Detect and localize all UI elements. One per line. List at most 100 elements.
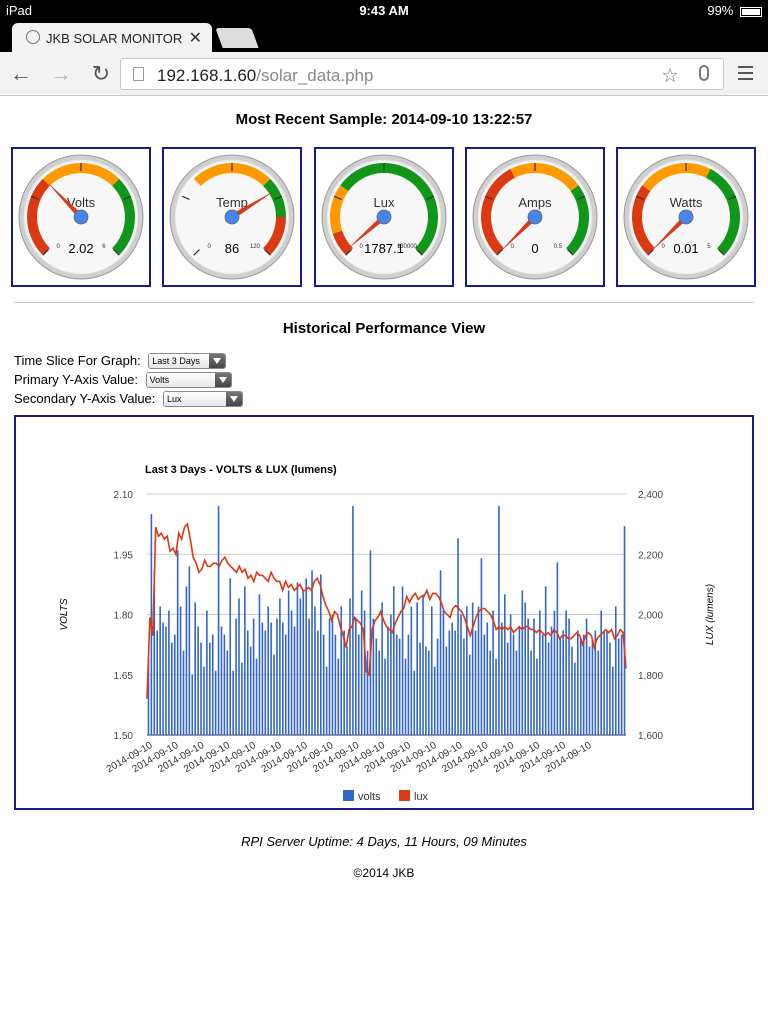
gauge-tick: [113, 249, 120, 256]
chart-bar-volts: [384, 658, 386, 735]
chart-bar-volts: [159, 606, 161, 735]
primary-axis-label: Primary Y-Axis Value:: [14, 372, 139, 388]
chart-line-lux: [146, 522, 627, 699]
time-slice-value: Last 3 Days: [152, 355, 200, 366]
primary-axis-select[interactable]: Volts: [145, 371, 232, 388]
gauge-band: [340, 162, 438, 256]
chart-bar-volts: [445, 646, 448, 735]
chart-bar-volts: [498, 506, 500, 735]
chart-bar-volts: [220, 626, 223, 735]
chart-bar-volts: [197, 626, 199, 735]
gauge-tick: [416, 249, 423, 256]
chart-bar-volts: [258, 594, 261, 735]
chart-bar-volts: [553, 610, 556, 735]
chart-bar-volts: [185, 586, 188, 735]
chart-bar-volts: [530, 650, 532, 735]
chart-bar-volts: [200, 642, 202, 735]
chart-bar-volts: [255, 658, 258, 735]
legend-label-lux: lux: [414, 791, 429, 803]
gauge-tick: [647, 249, 654, 256]
chart-bar-volts: [279, 598, 281, 735]
gauge-min-label: 0: [207, 244, 211, 250]
gauge-band: [481, 168, 516, 256]
menu-icon[interactable]: [738, 66, 753, 80]
chart-y-tick-label: 1.80: [114, 611, 134, 622]
chart-bar-volts: [428, 650, 430, 735]
chart-bar-volts: [238, 598, 240, 735]
chart-bar-volts: [176, 550, 179, 735]
secondary-axis-select[interactable]: Lux: [163, 390, 244, 407]
chart-bar-volts: [620, 634, 623, 735]
close-tab-icon[interactable]: ✕: [188, 30, 202, 47]
new-tab-button[interactable]: [215, 28, 259, 48]
browser-toolbar: ← → ↻ 192.168.1.60/solar_data.php ☆: [0, 52, 768, 96]
gauge-amps-svg: Amps 0 0.5 0: [472, 154, 598, 280]
chevron-down-icon: [209, 353, 226, 368]
chart-y2-tick-label: 1,600: [638, 731, 663, 742]
chart-bar-volts: [606, 630, 608, 735]
chart-bar-volts: [419, 642, 421, 735]
gauge-tick: [42, 249, 49, 256]
chart-bar-volts: [451, 622, 454, 735]
chart-bar-volts: [232, 670, 234, 735]
chart-bar-volts: [147, 658, 150, 735]
secondary-axis-row: Secondary Y-Axis Value: Lux: [14, 390, 244, 407]
primary-axis-value: Volts: [149, 374, 170, 385]
chart-bar-volts: [203, 666, 205, 735]
chart-bar-volts: [430, 606, 433, 735]
chart-bar-volts: [337, 658, 340, 735]
chart-bar-volts: [226, 650, 229, 735]
back-arrow-icon[interactable]: ←: [10, 61, 32, 86]
browser-tab-active[interactable]: JKB SOLAR MONITOR ✕: [12, 23, 212, 52]
chart-bar-volts: [214, 670, 217, 735]
gauge-band: [705, 168, 740, 256]
gauge-tick: [345, 249, 352, 256]
chart-bar-volts: [550, 626, 553, 735]
chart-bar-volts: [460, 614, 462, 735]
url-text[interactable]: 192.168.1.60/solar_data.php: [157, 66, 373, 86]
gauge-watts: Watts 0 5 0.01: [616, 147, 756, 287]
microphone-icon[interactable]: [699, 65, 709, 81]
forward-arrow-icon[interactable]: →: [50, 61, 72, 86]
chart-bar-volts: [270, 622, 272, 735]
gauge-volts-svg: Volts 0 6 2.02: [18, 154, 144, 280]
chart-bar-volts: [325, 666, 328, 735]
chart-bar-volts: [413, 670, 416, 735]
chart-bar-volts: [489, 650, 491, 735]
chart-bar-volts: [582, 634, 585, 735]
chart-bar-volts: [579, 638, 582, 735]
chart-bar-volts: [375, 638, 378, 735]
chart-bar-volts: [536, 658, 538, 735]
address-bar[interactable]: 192.168.1.60/solar_data.php ☆: [120, 58, 724, 90]
chart-bar-volts: [486, 622, 489, 735]
device-name: iPad: [6, 3, 33, 18]
chart-bar-volts: [171, 642, 173, 735]
chart-bar-volts: [463, 638, 465, 735]
chart-bar-volts: [401, 586, 404, 735]
gauge-min-label: 0: [359, 244, 363, 250]
chart-bar-volts: [305, 578, 307, 735]
chart-bar-volts: [179, 606, 182, 735]
chart-bar-volts: [468, 654, 471, 735]
reload-icon[interactable]: ↻: [91, 61, 111, 86]
gauge-value: 1787.1: [364, 241, 404, 256]
chart-bar-volts: [223, 634, 226, 735]
chart-bar-volts: [182, 650, 185, 735]
gauge-label: Amps: [518, 195, 552, 210]
time-slice-select[interactable]: Last 3 Days: [148, 352, 227, 369]
chart-bar-volts: [457, 538, 459, 735]
bookmark-star-icon[interactable]: ☆: [661, 65, 679, 87]
chart-title: Last 3 Days - VOLTS & LUX (lumens): [145, 464, 337, 476]
chart-bar-volts: [229, 578, 232, 735]
chart-bar-volts: [355, 618, 357, 735]
gauge-tick: [635, 195, 644, 200]
chart-bar-volts: [302, 590, 305, 735]
gauge-hub: [678, 209, 694, 225]
chart-bar-volts: [293, 626, 296, 735]
chart-bar-volts: [308, 618, 310, 735]
gauge-band: [42, 163, 120, 186]
gauge-hub: [527, 209, 543, 225]
chart-bar-volts: [252, 618, 255, 735]
chart-bar-volts: [407, 634, 410, 735]
chart-bar-volts: [369, 550, 372, 735]
